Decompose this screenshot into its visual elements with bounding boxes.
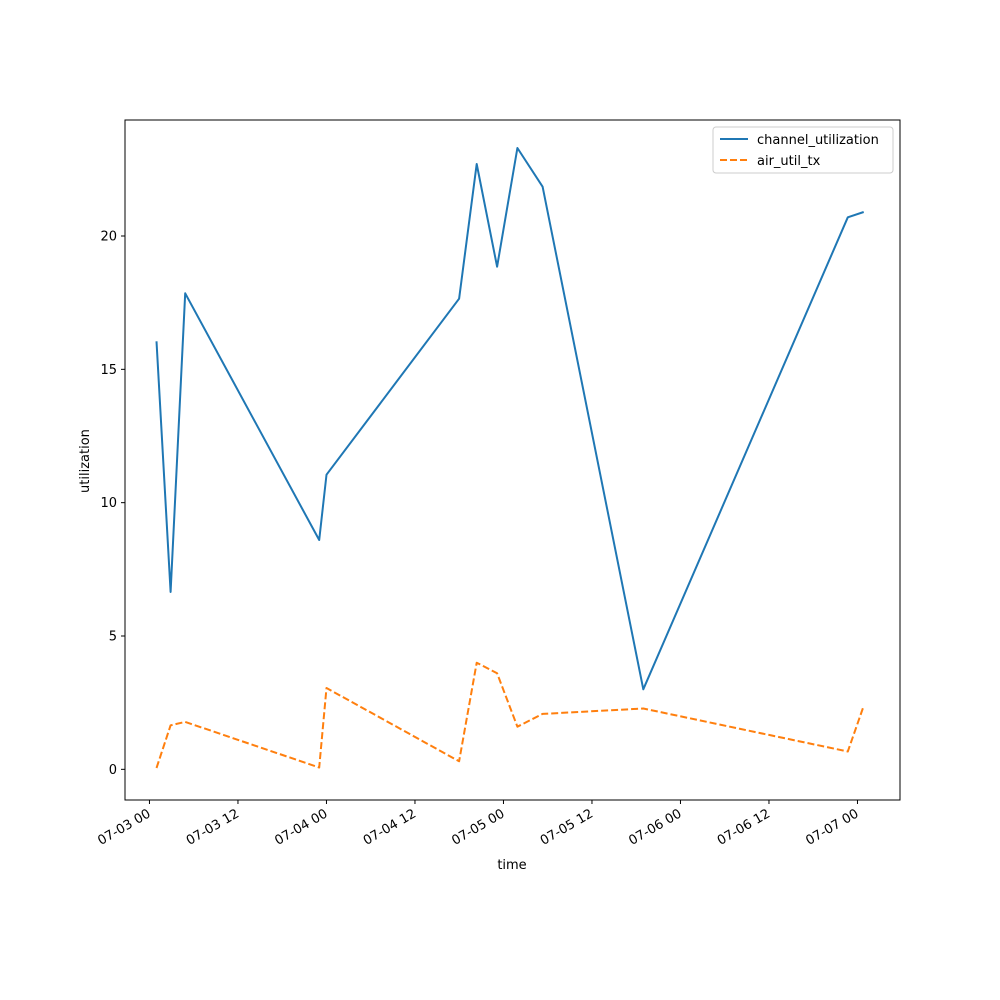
x-axis-label: time xyxy=(497,858,526,873)
axes-frame xyxy=(124,119,901,801)
y-tick-label: 15 xyxy=(100,363,117,378)
legend-box xyxy=(712,126,894,174)
legend-label-air-util-tx: air_util_tx xyxy=(757,154,821,169)
legend-label-channel-utilization: channel_utilization xyxy=(757,133,879,148)
series-line-air-util-tx xyxy=(155,661,865,769)
y-tick-label: 0 xyxy=(109,763,117,778)
y-tick-label: 5 xyxy=(109,630,117,645)
y-axis: 0 5 10 15 20 xyxy=(100,230,125,778)
series-line-channel-utilization xyxy=(155,147,865,691)
legend: channel_utilization air_util_tx xyxy=(712,126,894,174)
y-tick-label: 10 xyxy=(100,496,117,511)
plot-area xyxy=(124,119,901,801)
y-tick-label: 20 xyxy=(100,230,117,245)
y-axis-label: utilization xyxy=(78,429,93,493)
series-layer xyxy=(155,147,865,769)
